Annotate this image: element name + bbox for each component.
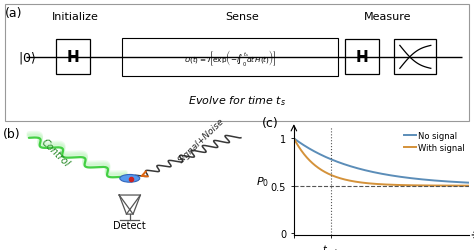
- Text: (b): (b): [3, 127, 20, 140]
- Text: (c): (c): [262, 117, 279, 130]
- No signal: [466, 182, 472, 184]
- Text: Control: Control: [39, 137, 72, 168]
- Text: Evolve for time $t_s$: Evolve for time $t_s$: [188, 94, 286, 107]
- Text: H: H: [356, 50, 368, 65]
- Text: $|0\rangle$: $|0\rangle$: [18, 50, 36, 66]
- Legend: No signal, With signal: No signal, With signal: [404, 132, 465, 152]
- No signal: [375, 172, 381, 175]
- With signal: [375, 183, 381, 186]
- No signal: [435, 180, 440, 182]
- With signal: [466, 184, 472, 188]
- Bar: [56, 40, 90, 75]
- Ellipse shape: [120, 175, 140, 182]
- Text: Initialize: Initialize: [52, 12, 99, 22]
- Line: With signal: With signal: [294, 139, 469, 186]
- Text: H: H: [67, 50, 80, 65]
- With signal: [291, 137, 297, 140]
- Text: Measure: Measure: [364, 12, 411, 22]
- No signal: [374, 172, 380, 175]
- No signal: [386, 174, 392, 177]
- Text: $U(t)=\mathcal{T}\!\left[\exp\!\left(-i\!\int_0^{t_s}\!dt\,H(t)\right)\right]$: $U(t)=\mathcal{T}\!\left[\exp\!\left(-i\…: [183, 48, 276, 68]
- With signal: [374, 183, 380, 186]
- With signal: [395, 184, 401, 187]
- Text: Signal+Noise: Signal+Noise: [177, 116, 226, 165]
- With signal: [386, 184, 392, 186]
- With signal: [462, 184, 468, 188]
- Line: No signal: No signal: [294, 139, 469, 183]
- Text: Detect: Detect: [113, 220, 146, 230]
- No signal: [462, 181, 468, 184]
- Y-axis label: $P_0$: $P_0$: [256, 174, 269, 188]
- No signal: [395, 175, 401, 178]
- Bar: [345, 40, 379, 75]
- Text: (a): (a): [5, 8, 23, 20]
- Bar: [394, 40, 437, 75]
- With signal: [435, 184, 440, 187]
- Text: Sense: Sense: [225, 12, 259, 22]
- No signal: [291, 137, 297, 140]
- Bar: [122, 38, 338, 77]
